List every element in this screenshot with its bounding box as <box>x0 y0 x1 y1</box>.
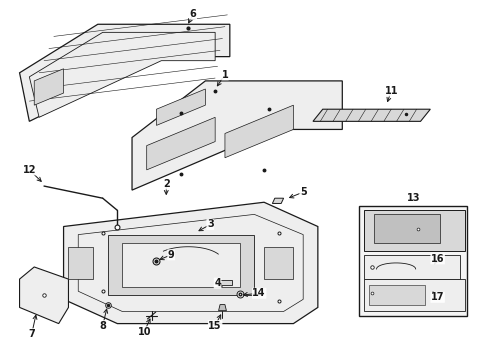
Polygon shape <box>224 105 293 158</box>
Polygon shape <box>264 247 293 279</box>
Text: 10: 10 <box>137 327 151 337</box>
Text: 2: 2 <box>163 179 169 189</box>
Text: 3: 3 <box>206 220 213 229</box>
Polygon shape <box>78 215 303 311</box>
Text: 4: 4 <box>214 278 221 288</box>
Polygon shape <box>364 210 464 251</box>
Polygon shape <box>29 32 215 117</box>
Text: 11: 11 <box>384 86 397 96</box>
Polygon shape <box>368 285 425 305</box>
Text: 12: 12 <box>22 165 36 175</box>
Text: 15: 15 <box>208 321 222 330</box>
Polygon shape <box>68 247 93 279</box>
Text: 1: 1 <box>221 70 228 80</box>
Polygon shape <box>364 255 459 279</box>
Text: 17: 17 <box>430 292 444 302</box>
Polygon shape <box>146 117 215 170</box>
Polygon shape <box>20 24 229 121</box>
Polygon shape <box>218 305 226 311</box>
Text: 7: 7 <box>28 329 35 339</box>
Text: 13: 13 <box>406 193 419 203</box>
Polygon shape <box>156 89 205 125</box>
Text: 16: 16 <box>430 254 444 264</box>
Polygon shape <box>132 81 342 190</box>
Polygon shape <box>364 279 464 311</box>
Polygon shape <box>20 267 68 324</box>
Text: 8: 8 <box>99 321 106 330</box>
Polygon shape <box>63 202 317 324</box>
Text: 5: 5 <box>299 187 306 197</box>
Polygon shape <box>272 198 283 203</box>
Text: 6: 6 <box>189 9 196 19</box>
Polygon shape <box>217 280 232 285</box>
Polygon shape <box>312 109 429 121</box>
FancyBboxPatch shape <box>359 206 466 315</box>
Polygon shape <box>373 215 439 243</box>
Text: 14: 14 <box>252 288 265 298</box>
Polygon shape <box>107 235 254 295</box>
Polygon shape <box>122 243 239 287</box>
Polygon shape <box>34 69 63 105</box>
Text: 9: 9 <box>167 250 174 260</box>
